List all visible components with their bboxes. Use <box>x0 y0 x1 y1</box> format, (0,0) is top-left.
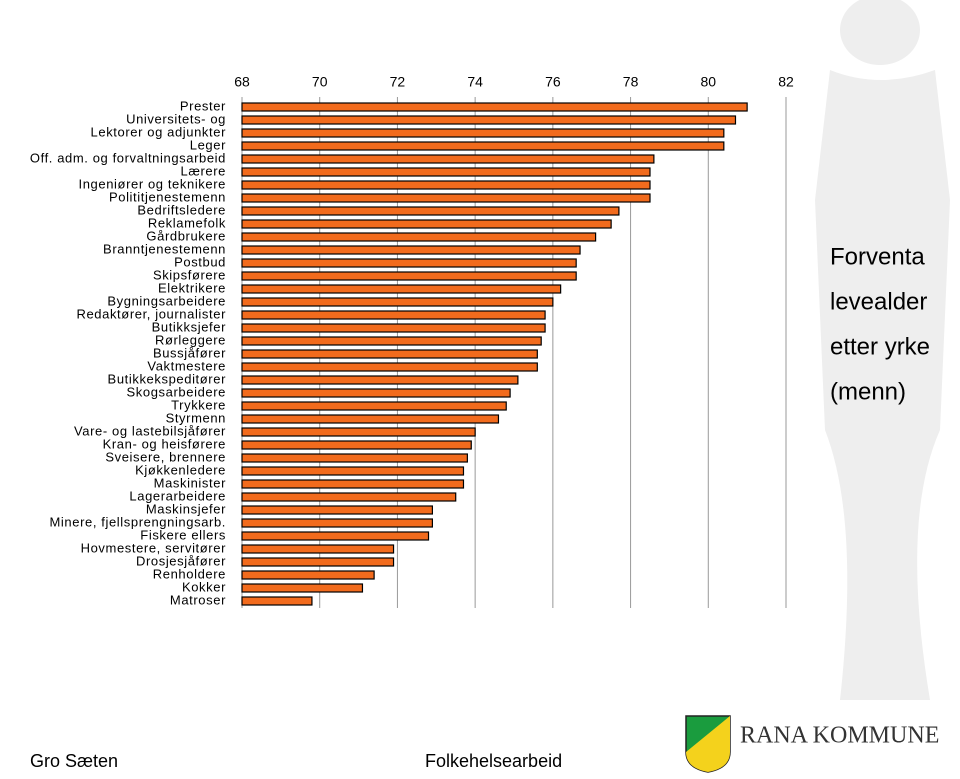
bar <box>241 375 519 385</box>
y-tick-label: Vare- og lastebilsjåfører <box>74 423 226 438</box>
bar <box>241 206 620 216</box>
y-tick-label: Reklamefolk <box>148 215 226 230</box>
bar <box>241 128 725 138</box>
y-tick-label: Hovmestere, servitører <box>81 540 226 555</box>
bar <box>241 232 597 242</box>
bar <box>241 115 737 125</box>
x-tick-label: 70 <box>312 74 328 90</box>
y-tick-label: Elektrikere <box>158 280 226 295</box>
y-tick-label: Rørleggere <box>155 332 226 347</box>
bar <box>241 245 581 255</box>
x-tick-label: 82 <box>778 74 794 90</box>
bar <box>241 388 511 398</box>
bar <box>241 427 476 437</box>
bar <box>241 414 500 424</box>
x-tick-label: 74 <box>467 74 483 90</box>
y-tick-label: Matroser <box>170 592 226 607</box>
side-title: Forventa levealder etter yrke (menn) <box>830 243 930 405</box>
y-tick-label: Gårdbrukere <box>146 228 226 243</box>
y-tick-label: Maskinister <box>154 475 226 490</box>
y-tick-label: Postbud <box>174 254 226 269</box>
x-tick-label: 76 <box>545 74 561 90</box>
y-tick-label: Kjøkkenledere <box>135 462 226 477</box>
x-tick-label: 78 <box>623 74 639 90</box>
x-tick-label: 68 <box>234 74 250 90</box>
bar <box>241 557 395 567</box>
y-tick-label: Bygningsarbeidere <box>107 293 226 308</box>
title-line: etter yrke <box>830 333 930 360</box>
title-line: levealder <box>830 288 927 315</box>
bar <box>241 102 748 112</box>
y-tick-label: Prester <box>180 98 226 113</box>
x-tick-label: 80 <box>700 74 716 90</box>
x-tick-label: 72 <box>390 74 406 90</box>
y-tick-label: Bussjåfører <box>153 345 226 360</box>
y-tick-label: Drosjesjåfører <box>136 553 226 568</box>
bar <box>241 453 468 463</box>
y-tick-label: Skogsarbeidere <box>127 384 226 399</box>
bar <box>241 362 538 372</box>
bar <box>241 193 651 203</box>
bar <box>241 440 472 450</box>
bar <box>241 141 725 151</box>
bar <box>241 505 433 515</box>
y-tick-label: Styrmenn <box>166 410 226 425</box>
bar <box>241 492 457 502</box>
bar <box>241 180 651 190</box>
y-tick-label: Kokker <box>182 579 226 594</box>
bar <box>241 466 465 476</box>
y-tick-label: Kran- og heisførere <box>103 436 226 451</box>
y-tick-label: Renholdere <box>153 566 226 581</box>
bar <box>241 284 562 294</box>
logo-text: RANA KOMMUNE <box>740 723 939 749</box>
bar <box>241 349 538 359</box>
background-statue <box>815 0 950 700</box>
bar <box>241 336 542 346</box>
y-tick-label: Universitets- og <box>126 111 226 126</box>
y-tick-label: Lektorer og adjunkter <box>91 124 227 139</box>
footer-topic: Folkehelsearbeid <box>425 751 562 771</box>
y-tick-label: Skipsførere <box>153 267 226 282</box>
y-tick-label: Off. adm. og forvaltningsarbeid <box>30 150 226 165</box>
bar <box>241 518 433 528</box>
y-tick-label: Maskinsjefer <box>146 501 226 516</box>
bar <box>241 310 546 320</box>
bar <box>241 401 507 411</box>
y-tick-label: Ingeniører og teknikere <box>79 176 226 191</box>
y-tick-label: Fiskere ellers <box>140 527 226 542</box>
y-tick-label: Lærere <box>180 163 226 178</box>
bar <box>241 258 577 268</box>
bar <box>241 154 655 164</box>
logo: RANA KOMMUNE <box>685 715 939 773</box>
bar <box>241 583 364 593</box>
y-tick-label: Sveisere, brennere <box>105 449 226 464</box>
bar <box>241 479 465 489</box>
y-tick-label: Branntjenestemenn <box>103 241 226 256</box>
bar <box>241 570 375 580</box>
y-tick-label: Redaktører, journalister <box>76 306 226 321</box>
y-tick-label: Leger <box>190 137 226 152</box>
bar <box>241 219 612 229</box>
y-tick-label: Minere, fjellsprengningsarb. <box>50 514 227 529</box>
y-tick-label: Bedriftsledere <box>137 202 226 217</box>
y-tick-label: Butikksjefer <box>152 319 226 334</box>
bar <box>241 596 313 606</box>
title-line: (menn) <box>830 378 906 405</box>
title-line: Forventa <box>830 243 925 270</box>
y-tick-label: Trykkere <box>171 397 226 412</box>
bar <box>241 531 430 541</box>
bar <box>241 544 395 554</box>
y-tick-label: Polititjenestemenn <box>109 189 226 204</box>
y-tick-label: Butikkekspeditører <box>108 371 227 386</box>
bar <box>241 271 577 281</box>
y-tick-label: Lagerarbeidere <box>129 488 226 503</box>
bar <box>241 297 554 307</box>
bar <box>241 167 651 177</box>
footer-author: Gro Sæten <box>30 751 118 771</box>
y-tick-label: Vaktmestere <box>147 358 226 373</box>
bar <box>241 323 546 333</box>
